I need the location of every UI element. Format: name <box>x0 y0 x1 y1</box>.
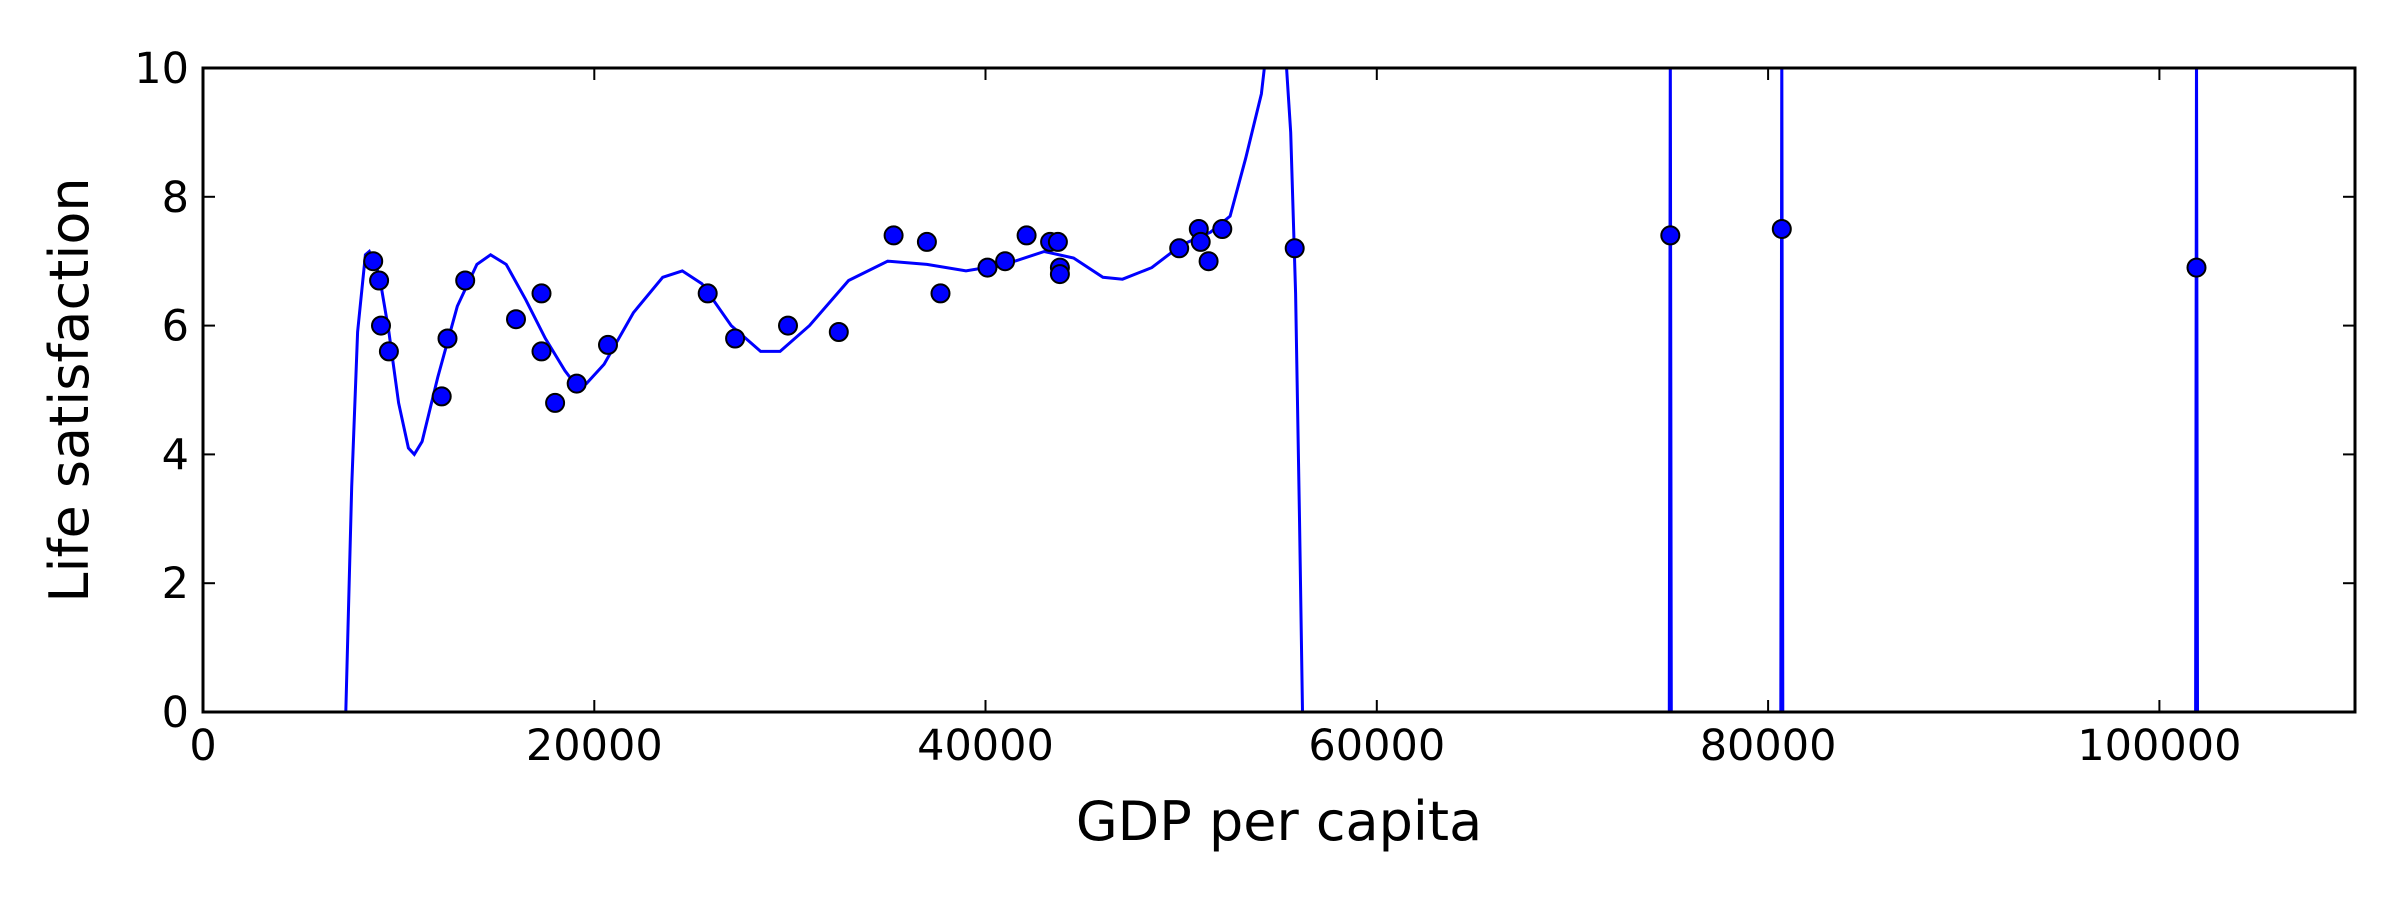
data-point <box>378 341 399 362</box>
data-point <box>778 315 798 336</box>
x-tick-label: 100000 <box>2077 721 2241 771</box>
data-point <box>545 392 566 413</box>
y-tick-label: 8 <box>162 173 189 223</box>
data-point <box>369 270 390 291</box>
data-point <box>363 251 384 272</box>
data-point <box>437 328 458 349</box>
data-point <box>1771 219 1792 239</box>
y-axis-ticks: 0 2 4 6 8 10 <box>134 44 2355 738</box>
x-tick-label: 60000 <box>1308 721 1445 771</box>
data-point <box>725 328 746 349</box>
data-point <box>1047 231 1068 252</box>
data-point <box>1212 219 1233 239</box>
y-tick-label: 6 <box>162 302 189 352</box>
data-point <box>431 386 452 407</box>
y-tick-label: 2 <box>162 559 189 609</box>
y-tick-label: 10 <box>134 44 189 94</box>
plot-frame <box>201 66 2357 714</box>
data-point <box>930 283 951 304</box>
data-point <box>506 309 526 330</box>
data-point <box>1016 225 1037 246</box>
fit-curve-line <box>344 68 2199 712</box>
x-tick-label: 40000 <box>917 721 1054 771</box>
data-point <box>977 257 998 278</box>
data-point <box>1198 251 1219 272</box>
y-axis-label: Life satisfaction <box>38 177 101 602</box>
data-point <box>1190 231 1211 252</box>
data-point <box>1049 264 1070 285</box>
data-point <box>371 315 391 336</box>
data-point <box>1284 238 1305 259</box>
x-axis-label: GDP per capita <box>1076 790 1482 853</box>
data-point <box>995 251 1016 272</box>
x-tick-label: 80000 <box>1700 721 1837 771</box>
data-point <box>697 283 718 304</box>
data-point <box>1660 225 1681 246</box>
data-point <box>1169 238 1190 259</box>
data-point <box>883 225 904 246</box>
x-axis-ticks: 0 20000 40000 60000 80000 100000 <box>189 68 2241 771</box>
data-point <box>828 322 849 342</box>
y-tick-label: 4 <box>162 430 189 480</box>
data-point <box>566 373 587 394</box>
data-points <box>363 219 2207 413</box>
data-point <box>2186 257 2207 278</box>
x-tick-label: 20000 <box>526 721 663 771</box>
y-tick-label: 0 <box>162 688 189 738</box>
data-point <box>531 341 552 362</box>
data-point <box>455 270 476 291</box>
data-point <box>598 334 618 355</box>
data-point <box>916 231 937 252</box>
data-point <box>531 283 552 304</box>
x-tick-label: 0 <box>189 721 216 771</box>
